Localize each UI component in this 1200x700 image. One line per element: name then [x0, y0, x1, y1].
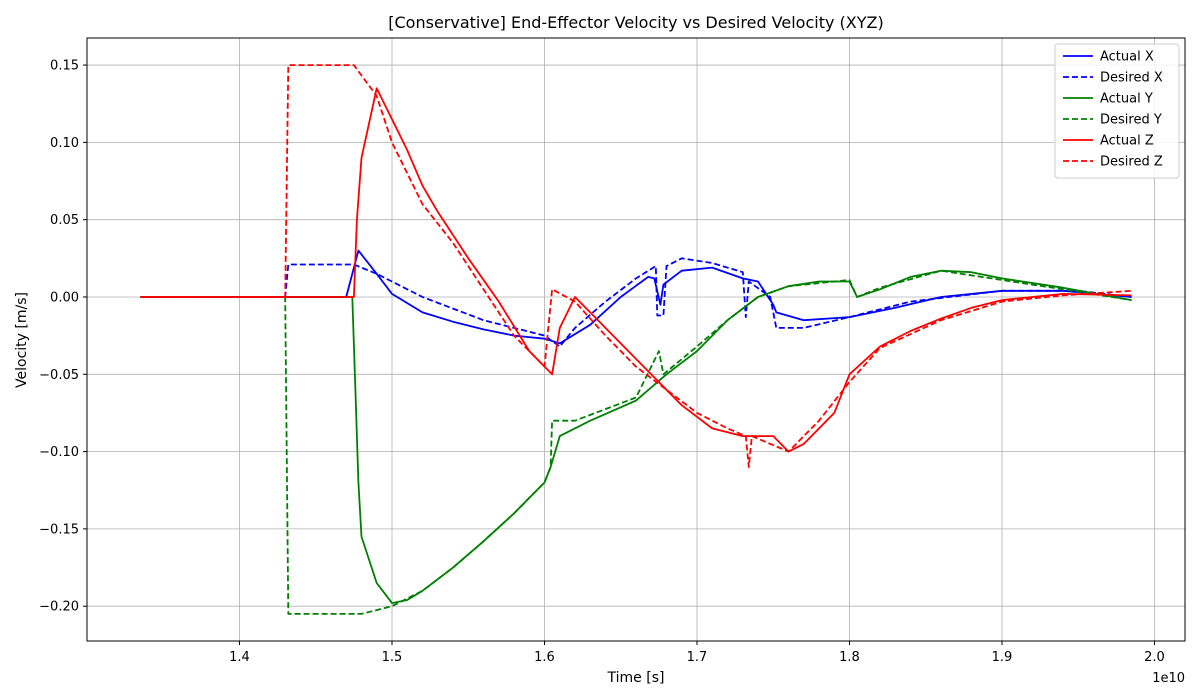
- y-axis-ticks: −0.20 −0.15 −0.10 −0.05 0.00 0.05 0.10 0.15: [39, 59, 87, 615]
- x-tick-label: 2.0: [1144, 650, 1165, 665]
- y-tick-label: −0.20: [39, 600, 79, 615]
- plot-frame: [86, 37, 1186, 642]
- series-line-desired-z: [140, 64, 1132, 468]
- legend-label: Actual Y: [1100, 92, 1153, 107]
- y-tick-label: 0.00: [50, 290, 79, 305]
- legend-label: Actual X: [1100, 50, 1154, 65]
- series-line-desired-y: [140, 269, 1132, 615]
- y-tick-label: 0.05: [50, 213, 79, 228]
- x-tick-label: 1.7: [687, 650, 708, 665]
- y-tick-label: −0.15: [39, 522, 79, 537]
- series-line-actual-y: [140, 269, 1132, 604]
- x-axis-offset-label: 1e10: [1152, 671, 1185, 686]
- y-tick-label: 0.15: [50, 59, 79, 74]
- legend-label: Desired Z: [1100, 155, 1163, 170]
- x-tick-label: 1.4: [229, 650, 250, 665]
- y-tick-label: 0.10: [50, 136, 79, 151]
- x-axis-label: Time [s]: [607, 670, 665, 686]
- x-tick-label: 1.9: [992, 650, 1013, 665]
- y-tick-label: −0.05: [39, 368, 79, 383]
- x-axis-ticks: 1.4 1.5 1.6 1.7 1.8 1.9 2.0: [229, 641, 1165, 665]
- x-tick-label: 1.6: [534, 650, 555, 665]
- y-tick-label: −0.10: [39, 445, 79, 460]
- series-line-actual-z: [140, 87, 1132, 453]
- x-tick-label: 1.5: [382, 650, 403, 665]
- legend-label: Desired X: [1100, 71, 1163, 86]
- plot-series: [140, 64, 1132, 615]
- x-tick-label: 1.8: [839, 650, 860, 665]
- grid-lines: [87, 38, 1185, 641]
- legend: Actual X Desired X Actual Y Desired Y Actual…: [1054, 43, 1180, 179]
- series-line-desired-x: [140, 257, 1132, 348]
- chart-title: [Conservative] End-Effector Velocity vs …: [388, 13, 883, 32]
- legend-label: Desired Y: [1100, 113, 1162, 128]
- y-axis-label: Velocity [m/s]: [14, 292, 30, 388]
- legend-label: Actual Z: [1100, 134, 1154, 149]
